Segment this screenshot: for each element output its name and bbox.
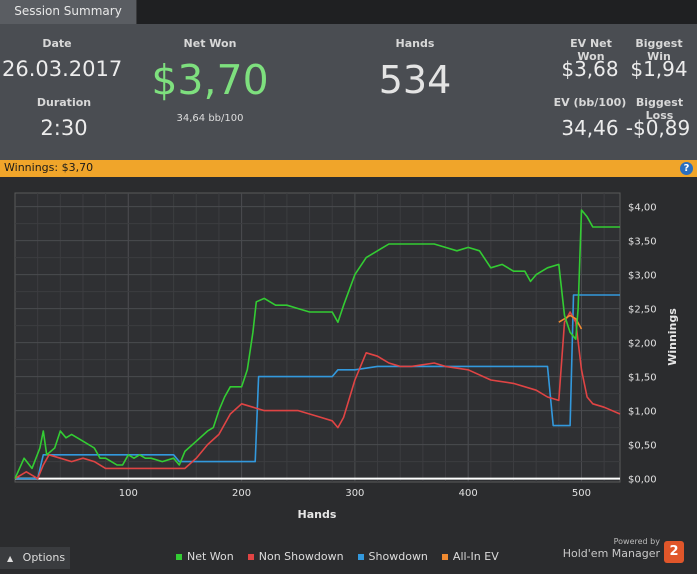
winnings-text: Winnings: $3,70: [4, 161, 94, 174]
legend-label: Showdown: [368, 550, 428, 563]
x-tick-label: 300: [345, 488, 364, 499]
caret-up-icon: ▲: [7, 554, 14, 563]
y-tick-label: $3,50: [628, 237, 657, 248]
duration-value: 2:30: [40, 116, 88, 140]
x-axis-label: Hands: [298, 508, 337, 521]
legend-swatch: [247, 553, 254, 560]
legend-item-all-in-ev[interactable]: All-In EV: [441, 550, 499, 563]
y-tick-label: $3,00: [628, 271, 657, 282]
legend-item-net-won[interactable]: Net Won: [176, 550, 234, 563]
winnings-chart: $0,00 $0,50 $1,00 $1,50 $2,00 $2,50 $3,00 $3,50…: [14, 192, 679, 521]
biggest-loss-label: Biggest Loss: [635, 96, 684, 122]
biggest-win-value: $1,94: [630, 57, 688, 81]
ev-bb-value: 34,46: [561, 116, 619, 140]
options-label: Options: [22, 551, 66, 564]
biggest-win-label: Biggest Win: [635, 37, 683, 63]
legend-item-non-showdown[interactable]: Non Showdown: [247, 550, 344, 563]
date-label: Date: [42, 37, 72, 50]
hands-value: 534: [378, 58, 452, 102]
x-tick-label: 100: [119, 488, 138, 499]
y-axis-label: Winnings: [666, 308, 679, 366]
y-tick-label: $1,50: [628, 373, 657, 384]
series-line-net-won: [14, 209, 620, 479]
series-line-non-showdown: [14, 311, 621, 480]
net-won-label: Net Won: [183, 37, 237, 50]
plot-background: [14, 192, 621, 483]
chart-legend: Net Won Non Showdown Showdown All-In EV: [176, 550, 499, 563]
biggest-loss-value: -$0,89: [625, 116, 691, 140]
hands-label: Hands: [395, 37, 435, 50]
legend-swatch: [357, 553, 364, 560]
ev-bb-label: EV (bb/100): [553, 96, 627, 109]
legend-label: All-In EV: [452, 550, 499, 563]
hm2-logo-icon: 2: [664, 541, 684, 563]
y-tick-label: $2,50: [628, 305, 657, 316]
x-tick-label: 500: [572, 488, 591, 499]
powered-by-text: Powered by: [613, 537, 660, 546]
brand-name: Hold'em Manager: [562, 547, 660, 560]
date-value: 26.03.2017: [2, 57, 123, 81]
chart-area: $0,00 $0,50 $1,00 $1,50 $2,00 $2,50 $3,00 $3,50…: [0, 177, 697, 574]
net-won-bb-value: 34,64 bb/100: [176, 113, 244, 124]
series-line-showdown: [15, 294, 620, 480]
y-tick-label: $0,50: [628, 441, 657, 452]
net-won-value: $3,70: [151, 56, 269, 104]
legend-label: Net Won: [187, 550, 234, 563]
y-tick-label: $1,00: [628, 407, 657, 418]
winnings-bar: Winnings: $3,70 ?: [0, 160, 697, 177]
x-tick-label: 400: [459, 488, 478, 499]
duration-label: Duration: [36, 96, 92, 109]
ev-net-won-label: EV Net Won: [570, 37, 612, 63]
y-tick-label: $0,00: [628, 475, 657, 486]
help-icon[interactable]: ?: [680, 162, 693, 175]
legend-label: Non Showdown: [258, 550, 344, 563]
ev-net-won-value: $3,68: [561, 57, 619, 81]
legend-swatch: [176, 553, 182, 560]
options-button[interactable]: ▲ Options: [0, 547, 70, 569]
tab-bar: Session Summary: [0, 0, 697, 24]
y-tick-label: $4,00: [628, 203, 657, 214]
y-tick-label: $2,00: [628, 339, 657, 350]
session-summary-panel: Date 26.03.2017 Duration 2:30 Net Won $3…: [0, 24, 697, 160]
tab-session-summary[interactable]: Session Summary: [0, 0, 137, 24]
x-tick-label: 200: [232, 488, 251, 499]
legend-swatch: [441, 553, 448, 560]
legend-item-showdown[interactable]: Showdown: [357, 550, 428, 563]
